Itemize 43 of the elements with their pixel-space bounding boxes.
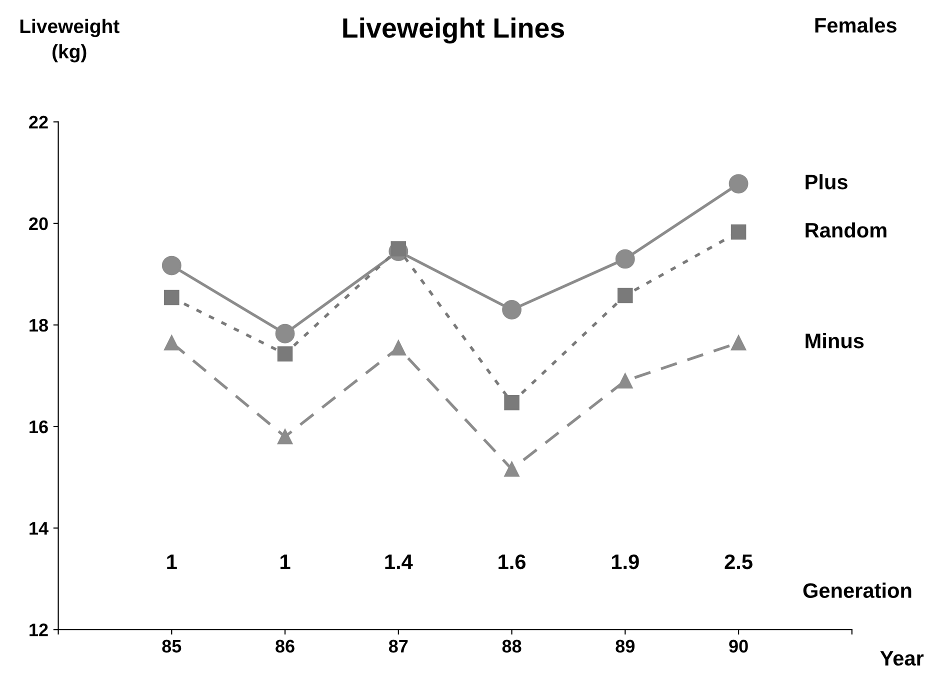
point bbox=[502, 300, 522, 320]
point bbox=[730, 224, 746, 240]
point bbox=[615, 249, 635, 269]
point bbox=[277, 346, 293, 362]
annotation: 1 bbox=[280, 554, 290, 569]
point bbox=[618, 373, 633, 388]
y-tick-label: 20 bbox=[29, 217, 48, 230]
annotation: 1 bbox=[167, 554, 177, 569]
annotation: 1.6 bbox=[498, 554, 526, 570]
text: Random bbox=[806, 222, 886, 238]
y-tick-label: 12 bbox=[30, 624, 48, 636]
x-tick-label: 90 bbox=[729, 640, 748, 653]
x-tick-label: 87 bbox=[388, 640, 408, 653]
point bbox=[728, 174, 748, 194]
annotation: 2.5 bbox=[724, 554, 752, 570]
x-tick-label: 85 bbox=[162, 640, 182, 653]
y-tick-label: 16 bbox=[30, 420, 48, 434]
x-tick-label: 88 bbox=[502, 640, 522, 653]
point bbox=[275, 324, 295, 344]
point bbox=[164, 335, 180, 350]
annotation: 1.9 bbox=[612, 554, 639, 570]
x-tick-label: 89 bbox=[616, 640, 635, 653]
x-axis-title: Year bbox=[880, 651, 924, 666]
point bbox=[164, 290, 180, 306]
annotation: Generation bbox=[803, 582, 912, 598]
text: Plus bbox=[806, 174, 848, 190]
point bbox=[504, 462, 520, 477]
point bbox=[390, 340, 406, 356]
point bbox=[390, 241, 406, 256]
y-tick-label: 14 bbox=[30, 522, 48, 535]
y-tick-label: 22 bbox=[29, 116, 48, 128]
chart-title: Liveweight Lines bbox=[343, 17, 564, 44]
annotation: 1.4 bbox=[385, 554, 413, 569]
point bbox=[504, 395, 520, 410]
point bbox=[618, 288, 633, 304]
text: Minus bbox=[806, 333, 864, 348]
y-tick-label: 18 bbox=[30, 318, 48, 332]
y-axis-title: Liveweight (kg) bbox=[20, 18, 120, 62]
point bbox=[730, 335, 746, 350]
point bbox=[277, 429, 293, 444]
point bbox=[162, 256, 182, 276]
chart-subtitle: Females bbox=[815, 17, 896, 33]
x-tick-label: 86 bbox=[276, 640, 294, 653]
